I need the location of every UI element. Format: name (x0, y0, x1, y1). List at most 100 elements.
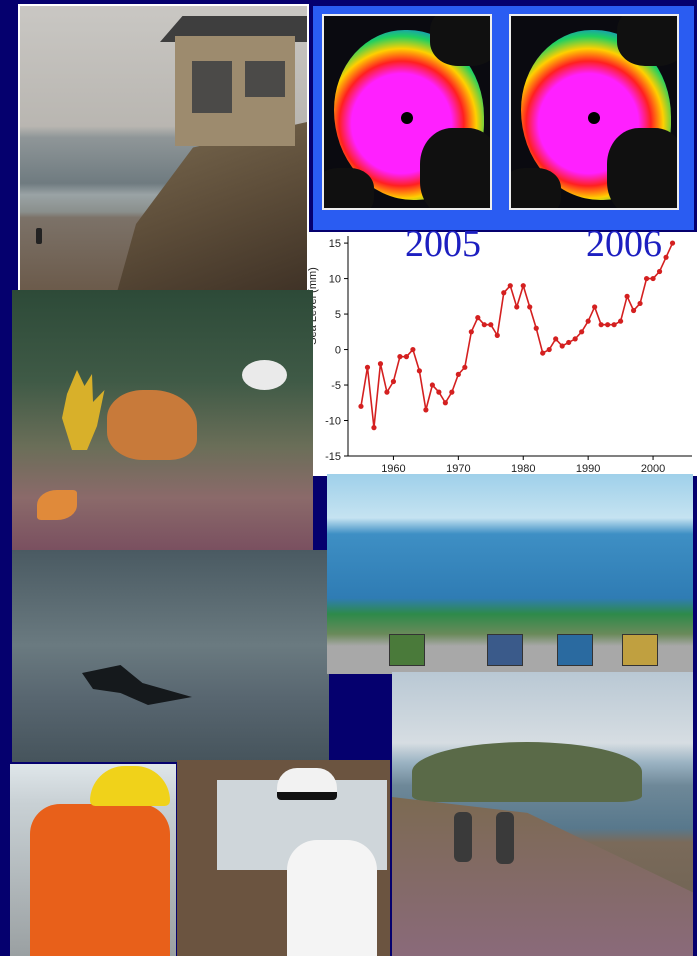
land-mass (617, 16, 677, 66)
underwater-reef-photo (12, 290, 313, 550)
data-point (624, 293, 630, 299)
x-tick-label: 2000 (641, 463, 665, 475)
beach-person (36, 228, 42, 244)
data-point (520, 283, 526, 289)
data-point (449, 389, 455, 395)
fisheries-worker-photo (10, 764, 176, 956)
x-tick-label: 1970 (446, 463, 470, 475)
land-mass (430, 16, 490, 66)
ship-captain-photo (177, 760, 390, 956)
data-point (527, 304, 533, 310)
y-tick-label: -10 (325, 416, 341, 428)
data-point (364, 364, 371, 370)
data-point (455, 371, 461, 377)
cliff-shape (117, 122, 307, 292)
data-point (371, 425, 377, 431)
house-window (192, 61, 232, 113)
data-point (397, 354, 403, 360)
data-point (384, 389, 390, 395)
data-point (423, 407, 429, 413)
coastal-house-photo (18, 4, 309, 294)
north-pole-marker (401, 112, 413, 124)
whale-fluke (82, 665, 192, 705)
y-axis-label: Sea Level (mm) (308, 267, 319, 345)
x-tick-label: 1990 (576, 463, 600, 475)
data-point (553, 336, 559, 342)
captain-uniform (287, 840, 377, 956)
sea-level-chart: -15 -10 -5 0 5 10 15 1960 1970 1980 1990 2000 Sea Le… (308, 232, 697, 476)
orange-jacket (30, 804, 170, 956)
x-tick-label: 1960 (381, 463, 405, 475)
land-mass (607, 128, 677, 208)
data-point (605, 322, 611, 328)
data-point (533, 325, 539, 331)
starfish (37, 490, 77, 520)
data-point (390, 378, 397, 385)
land-mass (324, 168, 374, 208)
data-point (650, 275, 656, 282)
data-point (358, 403, 364, 409)
data-point (475, 315, 481, 321)
whale-tail-photo (12, 550, 329, 762)
data-point (507, 283, 513, 289)
data-point (643, 275, 650, 282)
data-point (540, 350, 546, 356)
data-point (669, 240, 676, 246)
house-window (245, 61, 285, 97)
data-point (611, 322, 617, 328)
data-point (488, 322, 494, 328)
data-point (572, 336, 578, 342)
monitor-thumbnail (487, 634, 523, 666)
year-label-right: 2006 (586, 223, 662, 265)
hiker (454, 812, 472, 862)
data-point (416, 368, 422, 374)
data-point (501, 290, 507, 296)
y-tick-label: 10 (329, 274, 341, 286)
data-point (598, 322, 604, 328)
data-point (410, 346, 416, 353)
series-line (360, 242, 674, 428)
data-point (429, 382, 435, 388)
land-mass (511, 168, 561, 208)
hiker (496, 812, 514, 864)
monitor-thumbnail (557, 634, 593, 666)
data-point (592, 304, 598, 310)
data-point (663, 254, 669, 260)
data-point (514, 304, 520, 310)
data-point (494, 332, 500, 338)
data-point (630, 307, 637, 314)
data-point (637, 300, 643, 307)
y-tick-label: -5 (331, 380, 341, 392)
data-point (656, 268, 663, 275)
data-point (436, 389, 442, 395)
y-tick-label: 15 (329, 238, 341, 250)
north-pole-marker (588, 112, 600, 124)
monitor-thumbnail (389, 634, 425, 666)
captain-cap (277, 768, 337, 800)
year-label-left: 2005 (405, 223, 481, 265)
sea-ice-maps-panel (313, 6, 694, 230)
sea-ice-map-left (322, 14, 492, 210)
data-point (618, 318, 624, 324)
white-anemone (242, 360, 287, 390)
land-mass (420, 128, 490, 208)
maritime-traffic-illustration (327, 474, 693, 674)
island-hill (412, 742, 642, 802)
data-point (403, 354, 410, 360)
data-point (579, 329, 585, 335)
y-tick-label: -15 (325, 451, 341, 463)
y-tick-label: 5 (335, 309, 341, 321)
yellow-hard-hat (90, 766, 170, 806)
data-point (546, 346, 552, 353)
yellow-coral (62, 370, 105, 450)
sea-ice-map-right (509, 14, 679, 210)
chart-svg: -15 -10 -5 0 5 10 15 1960 1970 1980 1990 2000 Sea Le… (308, 236, 692, 475)
heather-slope (392, 797, 693, 956)
monitor-thumbnail (622, 634, 658, 666)
data-point (559, 343, 565, 349)
data-point (377, 361, 384, 367)
data-point (468, 329, 474, 335)
data-point (462, 364, 468, 370)
orange-sponge (107, 390, 197, 460)
x-tick-label: 1980 (511, 463, 535, 475)
